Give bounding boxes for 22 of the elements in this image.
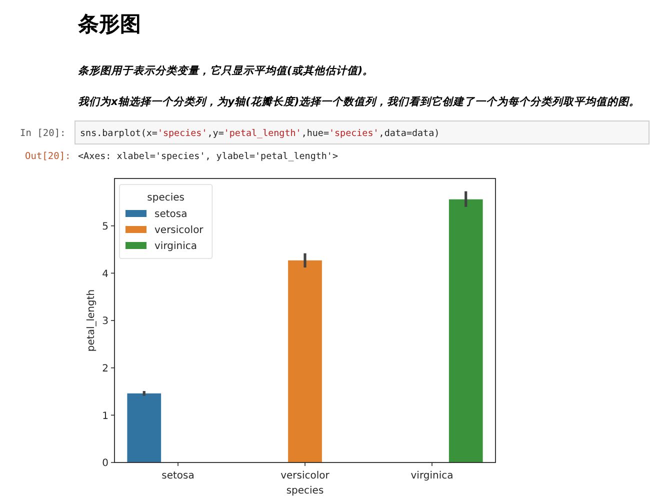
legend-label: setosa xyxy=(154,209,188,220)
text: Out[20]: xyxy=(25,151,71,162)
text: <Axes: xlabel='species', ylabel='petal_length'> xyxy=(78,151,338,162)
y-tick-label: 2 xyxy=(102,363,108,374)
chart-title: 条形图 xyxy=(77,12,141,36)
x-tick-label: versicolor xyxy=(280,470,330,482)
text: 我们为x轴选择一个分类列，为y轴(花瓣长度)选择一个数值列，我们看到它创建了一个为每个分类列取平均值的图。 xyxy=(78,95,640,108)
x-axis-title: species xyxy=(286,486,324,496)
y-tick-label: 0 xyxy=(102,458,108,470)
legend-title: species xyxy=(147,192,185,204)
y-tick-label: 1 xyxy=(102,410,108,422)
legend-label: virginica xyxy=(154,241,197,252)
y-tick-label: 5 xyxy=(102,221,108,232)
x-tick-label: virginica xyxy=(410,470,454,482)
legend-label: versicolor xyxy=(154,225,204,236)
y-tick-label: 4 xyxy=(102,268,108,280)
y-tick-label: 3 xyxy=(102,316,108,328)
y-axis-title: petal_length xyxy=(86,289,97,352)
x-tick-label: setosa xyxy=(162,470,194,482)
chart-subtitle: 条形图用于表示分类变量，它只显示平均值(或其他估计值)。 xyxy=(78,64,374,77)
text: sns.barplot(x='species',y='petal_length',hue='species',data=data) xyxy=(80,128,440,139)
text: In [20]: xyxy=(20,128,66,139)
